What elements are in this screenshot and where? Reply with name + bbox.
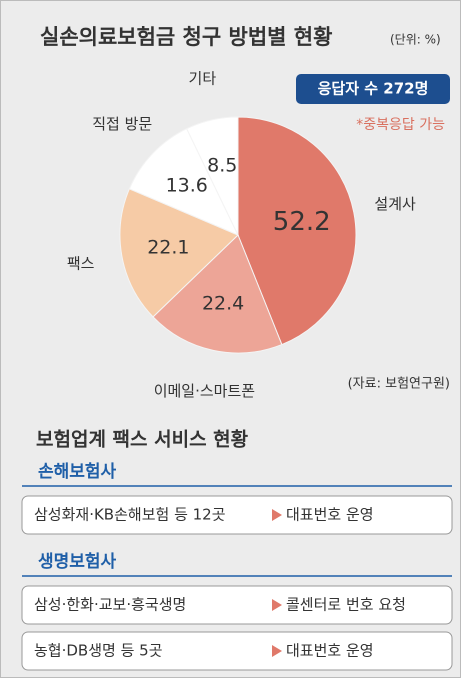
row-box bbox=[21, 585, 453, 625]
company: 삼성·한화·교보·흥국생명 bbox=[34, 596, 186, 614]
category-label: 기타 bbox=[189, 70, 217, 88]
pie-slice bbox=[128, 128, 240, 236]
value-label: 22.1 bbox=[147, 236, 189, 258]
row-box bbox=[21, 631, 453, 671]
unit: (단위: %) bbox=[390, 33, 441, 47]
row-box bbox=[21, 495, 453, 535]
service: 대표번호 운영 bbox=[286, 642, 374, 660]
source: (자료: 보험연구원) bbox=[348, 377, 450, 392]
pie-slice bbox=[152, 234, 283, 354]
chart-title: 실손의료보험금 청구 방법별 현황 bbox=[40, 25, 332, 49]
company: 농협·DB생명 등 5곳 bbox=[34, 642, 163, 660]
group-title: 생명보험사 bbox=[38, 551, 117, 572]
respondents-badge bbox=[296, 74, 450, 104]
note: *중복응답 가능 bbox=[356, 117, 445, 133]
service: 콜센터로 번호 요청 bbox=[286, 596, 406, 614]
value-label: 22.4 bbox=[202, 293, 244, 315]
pie-slice bbox=[186, 116, 239, 236]
category-label: 이메일·스마트폰 bbox=[154, 382, 255, 400]
group-title: 손해보험사 bbox=[38, 461, 117, 482]
pie-slice bbox=[237, 116, 357, 346]
arrow bbox=[272, 509, 282, 521]
category-label: 직접 방문 bbox=[92, 115, 152, 133]
pie-slice bbox=[119, 188, 239, 318]
value-label: 52.2 bbox=[273, 207, 331, 237]
respondents: 응답자 수 272명 bbox=[318, 80, 429, 98]
fax-title: 보험업계 팩스 서비스 현황 bbox=[36, 428, 249, 451]
value-label: 13.6 bbox=[166, 175, 208, 197]
value-label: 8.5 bbox=[207, 154, 237, 176]
service: 대표번호 운영 bbox=[286, 506, 374, 524]
arrow bbox=[272, 645, 282, 657]
category-label: 설계사 bbox=[374, 195, 416, 213]
pie: 52.2 설계사 22.4 이메일·스마트폰 22.1 팩스 13.6 직접 방문 8.5 기타 bbox=[67, 70, 416, 400]
company: 삼성화재·KB손해보험 등 12곳 bbox=[34, 506, 226, 524]
category-label: 팩스 bbox=[67, 255, 95, 273]
arrow bbox=[272, 599, 282, 611]
